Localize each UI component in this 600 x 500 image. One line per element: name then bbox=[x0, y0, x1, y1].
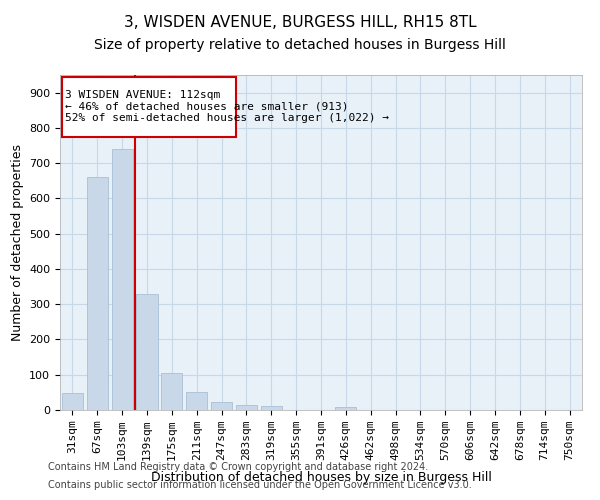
Bar bbox=[211, 402, 232, 410]
Bar bbox=[261, 406, 282, 410]
Text: Contains HM Land Registry data © Crown copyright and database right 2024.: Contains HM Land Registry data © Crown c… bbox=[48, 462, 428, 472]
Bar bbox=[136, 294, 158, 410]
Text: Size of property relative to detached houses in Burgess Hill: Size of property relative to detached ho… bbox=[94, 38, 506, 52]
FancyBboxPatch shape bbox=[62, 77, 236, 136]
Text: 3 WISDEN AVENUE: 112sqm
← 46% of detached houses are smaller (913)
52% of semi-d: 3 WISDEN AVENUE: 112sqm ← 46% of detache… bbox=[65, 90, 389, 124]
Bar bbox=[87, 178, 108, 410]
Bar bbox=[62, 393, 83, 410]
Text: 3, WISDEN AVENUE, BURGESS HILL, RH15 8TL: 3, WISDEN AVENUE, BURGESS HILL, RH15 8TL bbox=[124, 15, 476, 30]
X-axis label: Distribution of detached houses by size in Burgess Hill: Distribution of detached houses by size … bbox=[151, 472, 491, 484]
Bar bbox=[236, 404, 257, 410]
Bar bbox=[161, 373, 182, 410]
Bar bbox=[335, 407, 356, 410]
Y-axis label: Number of detached properties: Number of detached properties bbox=[11, 144, 23, 341]
Text: Contains public sector information licensed under the Open Government Licence v3: Contains public sector information licen… bbox=[48, 480, 472, 490]
Bar bbox=[112, 149, 133, 410]
Bar bbox=[186, 392, 207, 410]
